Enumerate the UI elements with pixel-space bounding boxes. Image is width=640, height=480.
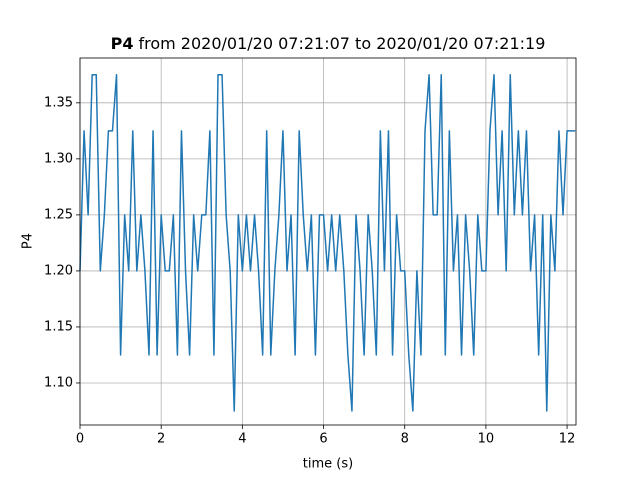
x-tick-label: 0 xyxy=(76,432,84,447)
y-tick-label: 1.35 xyxy=(44,95,73,110)
chart-title: P4 from 2020/01/20 07:21:07 to 2020/01/20… xyxy=(111,34,546,53)
y-tick-label: 1.15 xyxy=(44,319,73,334)
x-tick-label: 8 xyxy=(401,432,409,447)
x-axis-label: time (s) xyxy=(303,457,353,472)
y-tick-label: 1.10 xyxy=(44,375,73,390)
x-tick-label: 12 xyxy=(559,432,576,447)
x-tick-label: 4 xyxy=(238,432,246,447)
y-axis-label: P4 xyxy=(21,233,36,249)
x-tick-label: 2 xyxy=(157,432,165,447)
plot-frame xyxy=(79,57,577,426)
y-tick-label: 1.25 xyxy=(44,207,73,222)
title-bold: P4 xyxy=(111,34,134,53)
y-tick-label: 1.30 xyxy=(44,151,73,166)
data-line xyxy=(79,74,576,412)
x-tick-label: 6 xyxy=(319,432,327,447)
x-tick-label: 10 xyxy=(478,432,495,447)
y-tick-label: 1.20 xyxy=(44,263,73,278)
title-rest: from 2020/01/20 07:21:07 to 2020/01/20 0… xyxy=(138,34,545,53)
